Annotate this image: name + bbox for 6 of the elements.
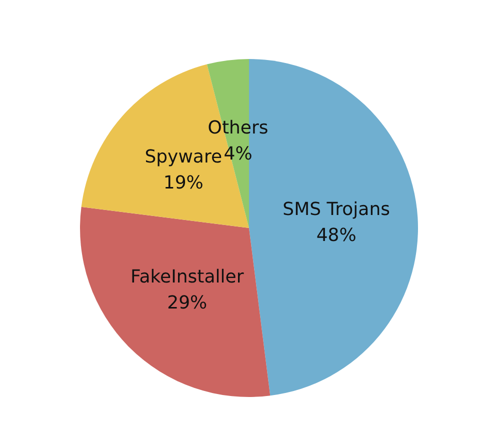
data-label: 29% xyxy=(167,292,208,314)
data-label: 19% xyxy=(163,172,204,194)
slice-label: FakeInstaller xyxy=(130,266,244,288)
data-label: 48% xyxy=(316,225,356,246)
slice-label: SMS Trojans xyxy=(282,199,390,220)
slice-label: Spyware xyxy=(144,146,222,168)
